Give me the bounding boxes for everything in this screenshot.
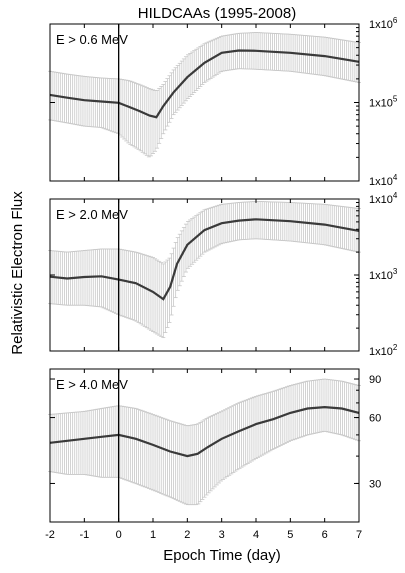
x-tick-label: -1 bbox=[79, 529, 89, 541]
series-line bbox=[49, 405, 360, 458]
error-bars bbox=[48, 32, 361, 158]
y-tick-label: 1x102 bbox=[369, 343, 398, 358]
y-tick-label: 1x106 bbox=[369, 16, 398, 31]
y-tick-label: 1x104 bbox=[369, 173, 398, 188]
x-tick-label: 5 bbox=[287, 529, 293, 541]
x-tick-label: 0 bbox=[116, 529, 122, 541]
y-tick-label: 60 bbox=[369, 413, 381, 425]
y-tick-label: 1x104 bbox=[369, 191, 398, 206]
y-tick-label: 90 bbox=[369, 374, 381, 386]
panel-0.6-mev: 1x104 1x105 1x106 E > 0.6 MeV bbox=[48, 16, 398, 188]
x-tick-label: 1 bbox=[150, 529, 156, 541]
chart-title: HILDCAAs (1995-2008) bbox=[138, 5, 296, 22]
x-tick-label: 7 bbox=[356, 529, 362, 541]
series-line bbox=[49, 49, 360, 119]
panel-4.0-mev: 30 60 90 E > 4.0 MeV bbox=[48, 368, 381, 523]
panel-2.0-mev: 1x102 1x103 1x104 E > 2.0 MeV bbox=[48, 191, 398, 358]
y-axis-title: Relativistic Electron Flux bbox=[9, 191, 26, 355]
x-tick-labels: -2 -1 0 1 2 3 4 5 6 7 bbox=[45, 529, 362, 541]
error-bars bbox=[48, 378, 361, 506]
panel-energy-label: E > 4.0 MeV bbox=[56, 377, 128, 392]
y-tick-label: 30 bbox=[369, 478, 381, 490]
plot-frame bbox=[49, 368, 360, 523]
x-tick-label: -2 bbox=[45, 529, 55, 541]
panel-energy-label: E > 0.6 MeV bbox=[56, 32, 128, 47]
x-tick-label: 6 bbox=[322, 529, 328, 541]
x-tick-label: 3 bbox=[219, 529, 225, 541]
panel-energy-label: E > 2.0 MeV bbox=[56, 207, 128, 222]
y-tick-label: 1x103 bbox=[369, 267, 398, 282]
series-line bbox=[49, 218, 360, 301]
x-tick-label: 4 bbox=[253, 529, 259, 541]
y-tick-label: 1x105 bbox=[369, 95, 398, 110]
x-axis-title: Epoch Time (day) bbox=[163, 547, 281, 564]
x-tick-label: 2 bbox=[184, 529, 190, 541]
